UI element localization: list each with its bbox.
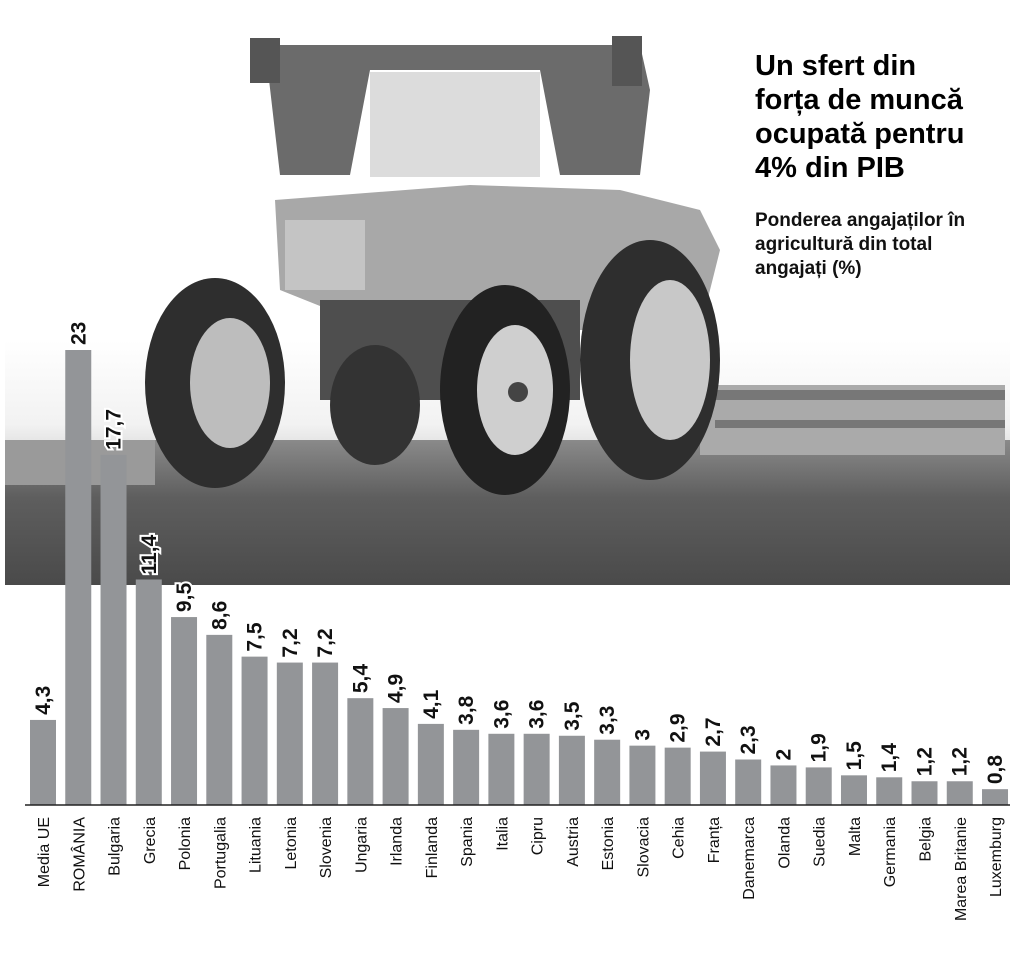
x-tick-label: Letonia: [283, 817, 300, 870]
bar: [770, 765, 796, 805]
value-label: 0,8: [984, 755, 1007, 785]
value-label: 3,6: [490, 700, 513, 729]
chart-title: forța de muncă: [755, 84, 964, 116]
x-tick-label: Estonia: [600, 817, 617, 870]
x-tick-label: Spania: [459, 817, 476, 867]
value-label: 3,3: [596, 706, 619, 735]
value-label: 2,3: [737, 725, 760, 754]
value-label: 1,9: [808, 733, 831, 762]
value-label: 4,9: [385, 674, 408, 703]
x-tick-label: Marea Britanie: [953, 817, 970, 921]
x-tick-label: ROMÂNIA: [69, 817, 88, 892]
chart-subtitle: angajați (%): [755, 258, 862, 279]
bar: [700, 752, 726, 805]
value-label: 3: [631, 729, 654, 741]
value-label: 7,5: [244, 622, 267, 652]
bar: [594, 740, 620, 805]
x-tick-label: Irlanda: [389, 817, 406, 866]
value-label: 3,8: [455, 695, 478, 725]
chart: Un sfert din forța de muncă ocupată pent…: [0, 0, 1011, 960]
value-label: 9,5: [173, 583, 196, 613]
bar: [806, 767, 832, 805]
bar: [136, 579, 162, 805]
value-label: 1,4: [878, 743, 901, 773]
bar: [735, 760, 761, 806]
x-tick-label: Olanda: [776, 817, 793, 869]
value-label: 3,6: [526, 700, 549, 729]
chart-subtitle: agricultură din total: [755, 234, 932, 255]
value-label: 2,7: [702, 717, 725, 746]
chart-title: 4% din PIB: [755, 152, 905, 184]
value-label: 1,2: [949, 747, 972, 776]
value-label: 1,2: [914, 747, 937, 776]
x-tick-label: Grecia: [142, 817, 159, 864]
bar: [347, 698, 373, 805]
bar: [947, 781, 973, 805]
value-label: 2: [772, 749, 795, 761]
x-tick-label: Franța: [706, 817, 723, 863]
value-label: 5,4: [349, 664, 372, 694]
chart-title: Un sfert din: [755, 50, 916, 82]
x-tick-label: Germania: [882, 817, 899, 887]
bar: [242, 657, 268, 805]
bar: [912, 781, 938, 805]
x-tick-label: Portugalia: [212, 817, 229, 889]
value-label: 8,6: [208, 601, 231, 630]
value-label: 1,5: [843, 741, 866, 771]
bar: [524, 734, 550, 805]
value-label: 3,5: [561, 701, 584, 731]
bar: [277, 663, 303, 805]
x-tick-label: Bulgaria: [107, 817, 124, 876]
x-tick-label: Danemarca: [741, 817, 758, 900]
x-tick-label: Malta: [847, 817, 864, 856]
value-label: 7,2: [314, 628, 337, 657]
bar: [629, 746, 655, 805]
bar: [841, 775, 867, 805]
bar: [982, 789, 1008, 805]
bar: [65, 350, 91, 805]
bar: [383, 708, 409, 805]
bar: [876, 777, 902, 805]
x-tick-label: Ungaria: [353, 817, 370, 873]
value-label: 11,4: [138, 534, 161, 574]
x-tick-label: Finlanda: [424, 817, 441, 878]
chart-title: ocupată pentru: [755, 118, 964, 150]
bar: [171, 617, 197, 805]
x-tick-label: Cipru: [530, 817, 547, 855]
bar: [418, 724, 444, 805]
bar: [30, 720, 56, 805]
chart-subtitle: Ponderea angajaților în: [755, 210, 965, 231]
bar: [488, 734, 514, 805]
x-tick-label: Lituania: [248, 817, 265, 873]
bar: [559, 736, 585, 805]
bar: [453, 730, 479, 805]
value-label: 23: [67, 322, 90, 345]
bar: [665, 748, 691, 805]
bar: [101, 455, 127, 805]
x-tick-label: Media UE: [36, 817, 53, 887]
value-label: 4,1: [420, 689, 443, 719]
x-tick-label: Slovenia: [318, 817, 335, 878]
title-block: Un sfert din forța de muncă ocupată pent…: [755, 50, 965, 279]
value-label: 4,3: [32, 686, 55, 715]
x-tick-label: Luxemburg: [988, 817, 1005, 897]
value-label: 7,2: [279, 628, 302, 657]
value-label: 17,7: [103, 409, 126, 450]
x-tick-label: Austria: [565, 817, 582, 867]
bar: [206, 635, 232, 805]
value-label: 2,9: [667, 713, 690, 742]
x-tick-label: Cehia: [671, 817, 688, 859]
x-tick-label: Italia: [494, 817, 511, 851]
bar: [312, 663, 338, 805]
x-tick-label: Suedia: [812, 817, 829, 867]
x-tick-label: Slovacia: [635, 817, 652, 878]
x-tick-label: Belgia: [918, 817, 935, 862]
x-tick-label: Polonia: [177, 817, 194, 870]
